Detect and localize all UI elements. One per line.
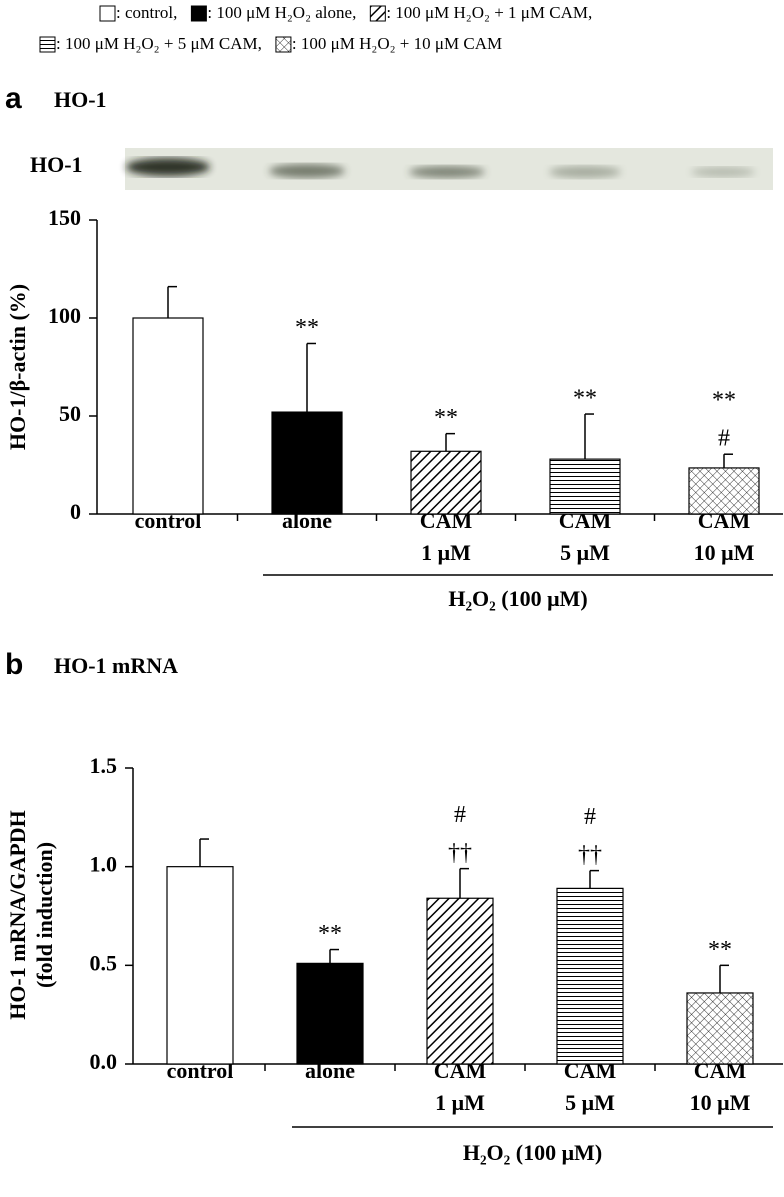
x-tick-label: 1 μM — [435, 1090, 485, 1115]
y-axis-label: HO-1/β-actin (%) — [5, 284, 30, 450]
significance-mark: †† — [578, 842, 602, 868]
bar — [686, 992, 754, 1065]
significance-mark: ** — [295, 315, 319, 341]
bar — [132, 317, 204, 515]
y-tick-label: 50 — [59, 401, 81, 426]
significance-mark: ** — [318, 921, 342, 947]
western-blot — [125, 148, 773, 190]
blot-label: HO-1 — [30, 152, 83, 177]
significance-mark: ** — [708, 937, 732, 963]
bar — [296, 962, 364, 1065]
y-tick-label: 150 — [48, 205, 81, 230]
panel-letter: b — [5, 648, 23, 681]
bar — [556, 887, 624, 1065]
bar — [426, 897, 494, 1065]
significance-mark: # — [584, 804, 596, 830]
legend-label: : 100 μM H₂O₂ + 5 μM CAM, — [56, 34, 262, 53]
legend-label: : 100 μM H₂O₂ + 10 μM CAM — [292, 34, 502, 53]
significance-mark: ** — [573, 386, 597, 412]
significance-mark: ** — [712, 388, 736, 414]
legend-label: : 100 μM H₂O₂ + 1 μM CAM, — [386, 3, 592, 22]
y-axis-label: (fold induction) — [32, 842, 57, 988]
legend-label: : 100 μM H₂O₂ alone, — [207, 3, 356, 22]
x-tick-label: 10 μM — [694, 540, 755, 565]
significance-mark: †† — [448, 840, 472, 866]
x-tick-label: 10 μM — [690, 1090, 751, 1115]
chart-title: HO-1 — [54, 87, 107, 112]
significance-mark: ** — [434, 405, 458, 431]
group-label: H₂O₂ (100 μM) — [448, 586, 587, 611]
significance-mark: # — [454, 802, 466, 828]
x-tick-label: 1 μM — [421, 540, 471, 565]
legend-label: : control, — [116, 3, 177, 22]
y-tick-label: 0 — [70, 499, 81, 524]
y-tick-label: 1.0 — [90, 852, 118, 877]
y-tick-label: 1.5 — [90, 753, 118, 778]
legend-swatch — [369, 5, 386, 22]
x-tick-label: 5 μM — [560, 540, 610, 565]
bar — [688, 467, 760, 515]
chart-title: HO-1 mRNA — [54, 653, 178, 678]
y-tick-label: 100 — [48, 303, 81, 328]
x-tick-label: 5 μM — [565, 1090, 615, 1115]
group-label: H₂O₂ (100 μM) — [463, 1140, 602, 1165]
bar — [166, 866, 234, 1065]
legend-swatch — [39, 36, 56, 53]
legend-swatch — [275, 36, 292, 53]
y-tick-label: 0.5 — [90, 950, 118, 975]
legend-swatch — [190, 5, 207, 22]
legend-swatch — [99, 5, 116, 22]
panel-letter: a — [5, 82, 22, 115]
significance-mark: # — [718, 426, 730, 452]
y-axis-label: HO-1 mRNA/GAPDH — [5, 810, 30, 1020]
bar — [549, 458, 621, 515]
bar — [410, 450, 482, 515]
y-tick-label: 0.0 — [90, 1049, 118, 1074]
bar — [271, 411, 343, 515]
